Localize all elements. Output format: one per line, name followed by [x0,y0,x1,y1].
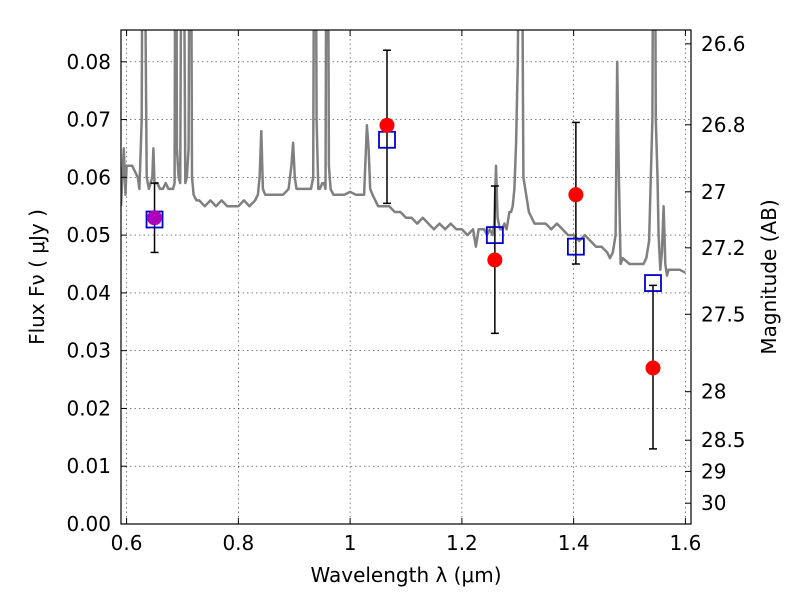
y-tick-label: 0.01 [66,454,111,478]
model-point [566,237,585,256]
observed-point [379,117,395,133]
x-tick-label: 0.8 [222,531,254,555]
x-axis-title: Wavelength λ (μm) [310,563,501,587]
y-tick-label: 0.08 [66,50,111,74]
right-axis-title: Magnitude (AB) [757,199,781,354]
grid-layer [121,30,691,525]
right-tick-label: 27.5 [701,302,746,326]
y-tick-label: 0.03 [66,339,111,363]
plot-frame [120,29,692,525]
y-tick-label: 0.06 [66,165,111,189]
observed-point [487,252,503,268]
x-tick-label: 1.4 [558,531,590,555]
y-tick-label: 0.04 [66,281,111,305]
axis-layer: 0.6 0.8 1 1.2 1.4 1.6 0.00 0.01 0.02 0.03 0.04 0.05… [66,30,746,555]
errorbar-layer [150,49,657,450]
y-tick-label: 0.07 [66,108,111,132]
right-tick-label: 28 [701,380,726,404]
right-tick-label: 27 [701,180,726,204]
y-tick-label: 0.00 [66,512,111,536]
model-point [485,226,504,245]
right-tick-label: 26.8 [701,113,746,137]
model-point [644,274,662,292]
y-axis-title: Flux Fν ( μJy ) [25,209,49,345]
y-tick-label: 0.05 [66,223,111,247]
right-tick-label: 30 [701,491,726,515]
y-tick-label: 0.02 [66,396,111,420]
model-spectrum-line [121,30,686,277]
model-point-layer [145,130,662,292]
observed-point-layer [147,117,661,376]
right-tick-label: 27.2 [701,236,746,260]
observed-point [568,187,584,203]
x-tick-label: 1.6 [670,531,702,555]
right-tick-label: 26.6 [701,32,746,56]
x-tick-label: 1.2 [446,531,478,555]
observed-point [645,360,661,376]
x-tick-label: 0.6 [111,531,143,555]
right-tick-label: 28.5 [701,428,746,452]
right-tick-label: 29 [701,459,726,483]
x-tick-label: 1 [344,531,357,555]
observed-point [147,210,163,226]
